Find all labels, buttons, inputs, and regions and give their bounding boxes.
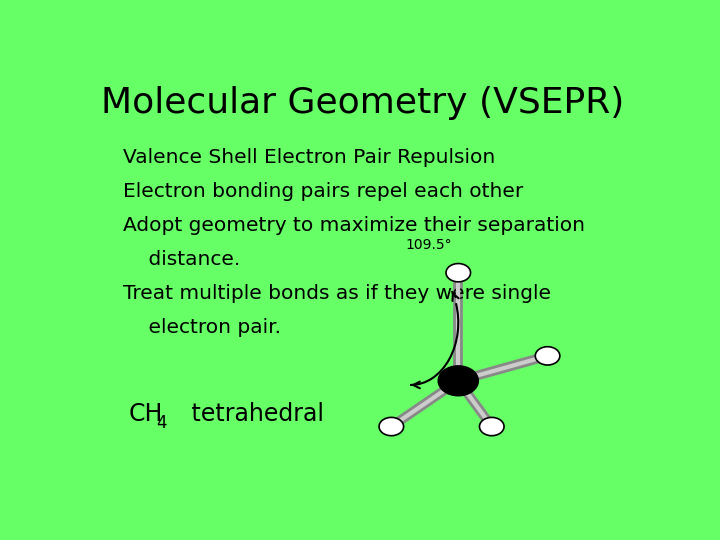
Text: tetrahedral: tetrahedral (169, 402, 324, 426)
Text: Adopt geometry to maximize their separation: Adopt geometry to maximize their separat… (124, 216, 585, 235)
Text: Molecular Geometry (VSEPR): Molecular Geometry (VSEPR) (101, 85, 624, 119)
Circle shape (480, 417, 504, 436)
Text: Valence Shell Electron Pair Repulsion: Valence Shell Electron Pair Repulsion (124, 148, 496, 167)
Text: distance.: distance. (124, 250, 240, 269)
Text: electron pair.: electron pair. (124, 319, 282, 338)
Circle shape (379, 417, 404, 436)
Text: Treat multiple bonds as if they were single: Treat multiple bonds as if they were sin… (124, 285, 552, 303)
Circle shape (438, 366, 478, 396)
Text: CH: CH (129, 402, 163, 426)
Circle shape (446, 264, 471, 282)
Circle shape (535, 347, 560, 365)
Text: 4: 4 (156, 414, 166, 432)
Text: 109.5°: 109.5° (405, 238, 452, 252)
Text: Electron bonding pairs repel each other: Electron bonding pairs repel each other (124, 182, 523, 201)
